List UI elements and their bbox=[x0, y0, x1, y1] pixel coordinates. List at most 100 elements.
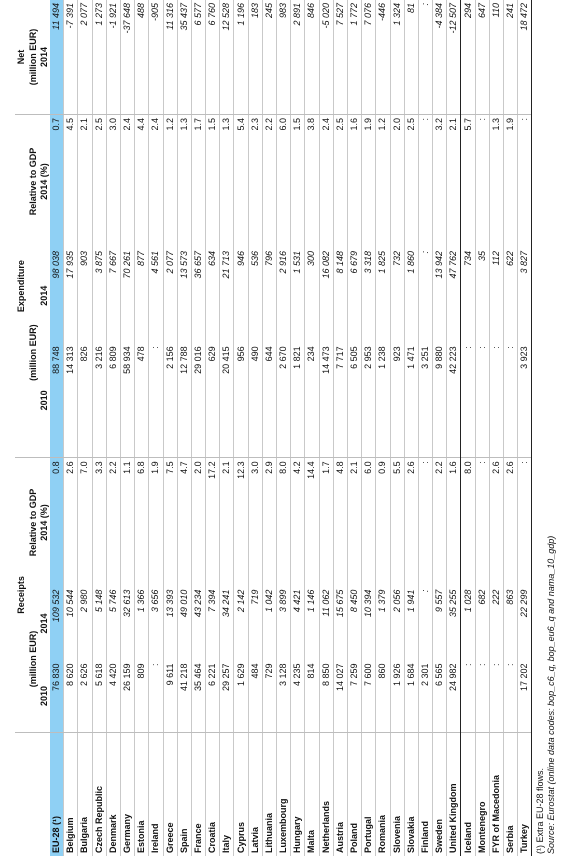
r2010-cell: : bbox=[503, 660, 518, 733]
rgdp-cell: 1.9 bbox=[150, 461, 161, 474]
receipts-rel-gdp-label: Relative to GDP bbox=[27, 488, 38, 557]
country-cell: Luxembourg bbox=[278, 798, 289, 853]
table-row: Belgium 8 620 10 544 2.6 14 313 17 935 4.5 -7 3… bbox=[63, 0, 78, 856]
e2010-cell: : bbox=[475, 343, 490, 458]
country-cell: Hungary bbox=[292, 816, 303, 853]
rgdp-cell: 6.8 bbox=[136, 461, 147, 474]
egdp-cell: 3.8 bbox=[306, 118, 317, 131]
e2014-cell: 8 148 bbox=[334, 251, 345, 274]
r2014-cell: 10 544 bbox=[65, 589, 76, 618]
rgdp-cell: 2.6 bbox=[405, 461, 416, 474]
net-2014-header: 2014 bbox=[38, 0, 50, 115]
table-row: Cyprus 1 629 2 142 12.3 956 946 5.4 1 196 bbox=[233, 0, 249, 856]
egdp-cell: 1.6 bbox=[349, 118, 360, 131]
table-row: Spain 41 218 49 010 4.7 12 788 13 573 1.3 35 43… bbox=[177, 0, 192, 856]
r2014-cell: 49 010 bbox=[178, 589, 189, 618]
e2014-cell: 47 762 bbox=[446, 248, 461, 344]
country-cell: Romania bbox=[377, 814, 388, 853]
e2014-cell: 4 561 bbox=[150, 251, 161, 274]
net-cell: 1 772 bbox=[347, 0, 362, 115]
rgdp-cell: 17.2 bbox=[207, 461, 218, 479]
egdp-cell: 0.7 bbox=[50, 114, 64, 249]
country-cell: Austria bbox=[334, 821, 345, 853]
r2014-cell: 3 899 bbox=[278, 589, 289, 613]
table-row: Malta 814 1 146 14.4 234 300 3.8 846 bbox=[304, 0, 320, 856]
r2010-cell: 814 bbox=[304, 660, 320, 733]
r2010-cell: : bbox=[489, 660, 504, 733]
rgdp-cell: 7.0 bbox=[79, 461, 90, 474]
r2010-cell: 9 611 bbox=[163, 660, 178, 733]
table-row: United Kingdom 24 982 35 255 1.6 42 223 47 76… bbox=[446, 0, 461, 856]
table-row: Serbia: 863 2.6: 622 1.9 241 bbox=[503, 0, 518, 856]
e2010-cell: 1 821 bbox=[290, 343, 305, 458]
r2010-cell: 3 128 bbox=[276, 660, 291, 733]
egdp-cell: 5.4 bbox=[235, 118, 246, 131]
egdp-cell: : bbox=[419, 118, 430, 121]
egdp-cell: 3.0 bbox=[107, 118, 118, 131]
table-row: Poland 7 259 8 450 2.1 6 505 6 679 1.6 1 772 bbox=[347, 0, 362, 856]
e2010-cell: 6 505 bbox=[347, 343, 362, 458]
e2014-cell: 21 713 bbox=[221, 251, 232, 279]
egdp-cell: 2.2 bbox=[263, 118, 274, 131]
country-cell: Serbia bbox=[505, 825, 516, 853]
r2014-cell: 10 394 bbox=[363, 589, 374, 618]
expenditure-rel-year: 2014 (%) bbox=[39, 163, 49, 200]
net-cell: 7 527 bbox=[333, 0, 348, 115]
table-row: Italy 29 257 34 241 2.1 20 415 21 713 1.3 12 52… bbox=[219, 0, 234, 856]
net-cell: -37 648 bbox=[120, 0, 135, 115]
e2010-cell: 1 471 bbox=[404, 343, 419, 458]
table-row: Iceland: 1 028 8.0: 734 5.7 294 bbox=[460, 0, 476, 856]
egdp-cell: 1.9 bbox=[505, 118, 516, 131]
rgdp-cell: 2.1 bbox=[221, 461, 232, 474]
r2010-cell: 729 bbox=[262, 660, 277, 733]
e2014-cell: 1 531 bbox=[292, 251, 303, 274]
rgdp-cell: : bbox=[419, 461, 430, 464]
e2014-cell: 877 bbox=[136, 251, 147, 267]
e2014-cell: 3 875 bbox=[93, 251, 104, 274]
e2014-cell: 13 573 bbox=[178, 251, 189, 279]
net-cell: -7 391 bbox=[63, 0, 78, 115]
table-row: Slovenia 1 926 2 056 5.5 923 732 2.0 1 324 bbox=[390, 0, 405, 856]
rgdp-cell: 2.6 bbox=[490, 461, 501, 474]
country-cell: FYR of Macedonia bbox=[490, 774, 501, 853]
e2014-cell: 300 bbox=[306, 251, 317, 267]
e2014-cell: 3 318 bbox=[363, 251, 374, 274]
r2010-cell: 2 626 bbox=[77, 660, 93, 733]
rgdp-cell: 3.3 bbox=[93, 461, 104, 474]
e2014-cell: 622 bbox=[505, 251, 516, 267]
egdp-cell: 2.4 bbox=[150, 118, 161, 131]
rgdp-cell: 12.3 bbox=[235, 461, 246, 479]
rgdp-cell: 2.9 bbox=[263, 461, 274, 474]
r2014-cell: 2 056 bbox=[391, 589, 402, 613]
rgdp-cell: 8.0 bbox=[278, 461, 289, 474]
egdp-cell: 1.9 bbox=[363, 118, 374, 131]
egdp-cell: 1.3 bbox=[178, 118, 189, 131]
table-row: Luxembourg 3 128 3 899 8.0 2 670 2 916 6.0 983 bbox=[276, 0, 291, 856]
r2010-cell: 2 301 bbox=[418, 660, 433, 733]
expenditure-2014-header: 2014 bbox=[39, 285, 49, 306]
r2014-cell: 3 656 bbox=[150, 589, 161, 613]
e2010-cell: 3 251 bbox=[418, 343, 433, 458]
egdp-cell: 2.4 bbox=[320, 118, 331, 131]
country-cell: France bbox=[192, 823, 203, 853]
table-row: Lithuania 729 1 042 2.9 644 796 2.2 245 bbox=[262, 0, 277, 856]
travel-balance-table: Receipts Expenditure Net (million EUR) R… bbox=[15, 0, 532, 856]
corner-cell bbox=[15, 732, 27, 856]
egdp-cell: 2.1 bbox=[79, 118, 90, 131]
r2010-cell: 4 235 bbox=[290, 660, 305, 733]
egdp-cell: 1.3 bbox=[221, 118, 232, 131]
table-row: Croatia 6 221 7 394 17.2 629 634 1.5 6 760 bbox=[205, 0, 220, 856]
r2014-cell: 5 148 bbox=[93, 589, 104, 613]
rgdp-cell: 5.5 bbox=[391, 461, 402, 474]
rgdp-cell: 7.5 bbox=[164, 461, 175, 474]
net-cell: 183 bbox=[248, 0, 263, 115]
receipts-header: Receipts bbox=[15, 457, 27, 733]
net-cell: 1 324 bbox=[390, 0, 405, 115]
r2010-cell: 8 620 bbox=[63, 660, 78, 733]
r2010-cell: 484 bbox=[248, 660, 263, 733]
table-row: Netherlands 8 850 11 062 1.7 14 473 16 082 2.4… bbox=[319, 0, 334, 856]
country-cell: Germany bbox=[122, 813, 133, 853]
receipts-unit: (million EUR) bbox=[27, 586, 38, 733]
egdp-cell: 1.2 bbox=[164, 118, 175, 131]
